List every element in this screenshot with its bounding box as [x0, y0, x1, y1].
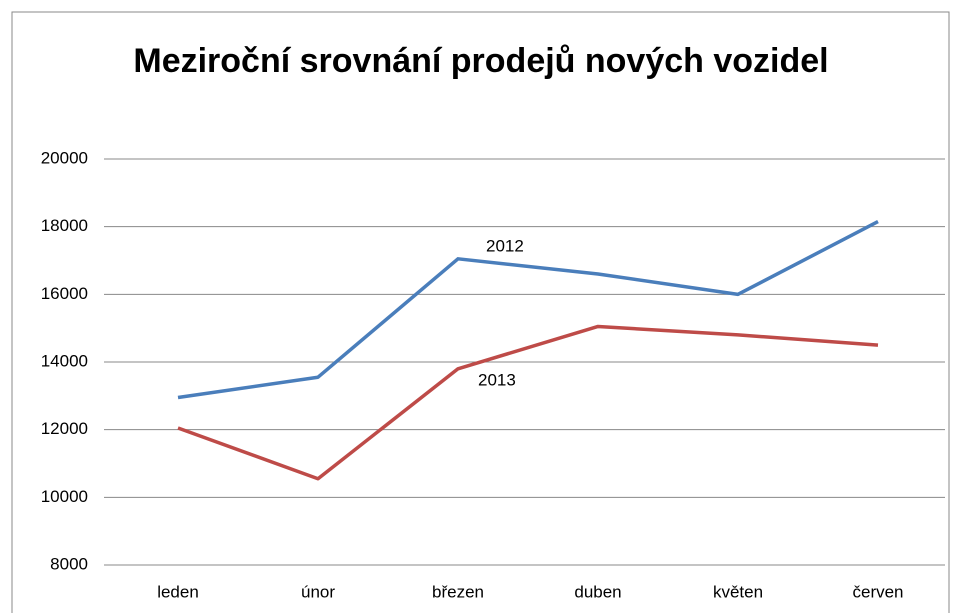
chart-title: Meziroční srovnání prodejů nových vozide… — [133, 42, 829, 80]
y-tick-label: 12000 — [41, 419, 88, 438]
series-line — [177, 324, 879, 481]
x-tick-label: leden — [157, 582, 199, 601]
series-label: 2013 — [478, 370, 516, 389]
y-tick-label: 18000 — [41, 216, 88, 235]
y-tick-label: 16000 — [41, 284, 88, 303]
series-label: 2012 — [486, 236, 524, 255]
y-tick-label: 14000 — [41, 351, 88, 370]
x-tick-label: březen — [432, 582, 484, 601]
x-tick-label: duben — [574, 582, 621, 601]
y-tick-label: 20000 — [41, 148, 88, 167]
x-tick-label: květen — [713, 582, 763, 601]
x-tick-label: únor — [301, 582, 335, 601]
y-tick-label: 10000 — [41, 487, 88, 506]
x-tick-label: červen — [852, 582, 903, 601]
series-line — [177, 220, 879, 400]
y-tick-label: 8000 — [50, 554, 88, 573]
chart-frame — [11, 11, 950, 613]
